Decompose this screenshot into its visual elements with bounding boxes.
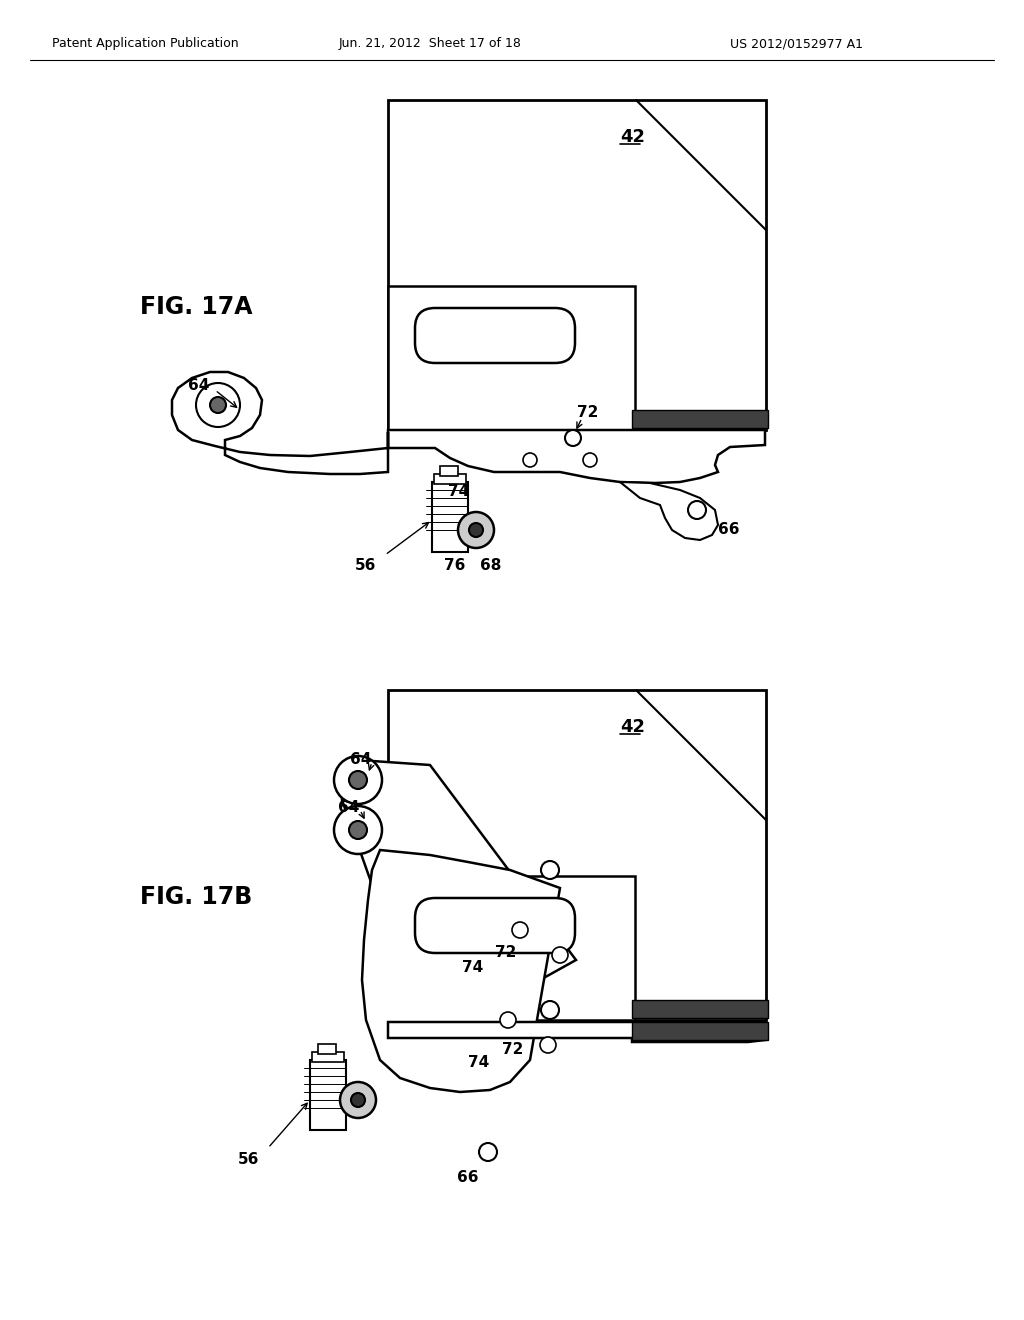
Text: 64: 64 (338, 800, 359, 814)
Text: 74: 74 (468, 1055, 489, 1071)
Text: Patent Application Publication: Patent Application Publication (52, 37, 239, 50)
Bar (440, 466, 458, 477)
Bar (310, 1060, 346, 1130)
Circle shape (500, 1012, 516, 1028)
Circle shape (340, 1082, 376, 1118)
Text: 64: 64 (188, 378, 209, 393)
Circle shape (349, 821, 367, 840)
Text: 74: 74 (449, 484, 469, 499)
Polygon shape (388, 430, 765, 483)
Circle shape (541, 1001, 559, 1019)
Circle shape (334, 756, 382, 804)
Text: 56: 56 (355, 558, 377, 573)
Bar (632, 1001, 768, 1018)
Text: Jun. 21, 2012  Sheet 17 of 18: Jun. 21, 2012 Sheet 17 of 18 (339, 37, 521, 50)
Bar (318, 1044, 336, 1053)
Bar (312, 1052, 344, 1063)
Polygon shape (342, 760, 575, 979)
Text: 72: 72 (577, 405, 598, 420)
Bar (388, 876, 635, 1020)
Bar (388, 690, 766, 1020)
Text: 68: 68 (480, 558, 502, 573)
Circle shape (196, 383, 240, 426)
Circle shape (523, 453, 537, 467)
Bar (388, 100, 766, 430)
Bar (388, 286, 635, 430)
Text: FIG. 17B: FIG. 17B (140, 884, 252, 909)
Text: 72: 72 (502, 1041, 523, 1057)
Text: 64: 64 (350, 752, 372, 767)
Polygon shape (388, 1022, 765, 1041)
Bar (632, 411, 768, 428)
Text: 42: 42 (620, 718, 645, 737)
Circle shape (512, 921, 528, 939)
Text: 76: 76 (444, 558, 466, 573)
Bar (632, 1022, 768, 1040)
Circle shape (541, 861, 559, 879)
Circle shape (349, 771, 367, 789)
Circle shape (565, 430, 581, 446)
Circle shape (351, 1093, 365, 1107)
FancyBboxPatch shape (415, 308, 575, 363)
Circle shape (469, 523, 483, 537)
Text: 56: 56 (238, 1152, 259, 1167)
Text: US 2012/0152977 A1: US 2012/0152977 A1 (730, 37, 863, 50)
Text: 66: 66 (718, 521, 739, 537)
Bar (434, 474, 466, 484)
Text: 66: 66 (458, 1170, 479, 1185)
Text: 42: 42 (620, 128, 645, 147)
Circle shape (479, 1143, 497, 1162)
Bar (432, 482, 468, 552)
Text: FIG. 17A: FIG. 17A (140, 294, 253, 319)
Text: 72: 72 (495, 945, 516, 960)
Polygon shape (172, 372, 388, 474)
Circle shape (583, 453, 597, 467)
Circle shape (458, 512, 494, 548)
FancyBboxPatch shape (415, 898, 575, 953)
Circle shape (552, 946, 568, 964)
Circle shape (334, 807, 382, 854)
Circle shape (540, 1038, 556, 1053)
Circle shape (688, 502, 706, 519)
Polygon shape (362, 850, 560, 1092)
Text: 74: 74 (462, 960, 483, 975)
Polygon shape (620, 482, 718, 540)
Circle shape (210, 397, 226, 413)
